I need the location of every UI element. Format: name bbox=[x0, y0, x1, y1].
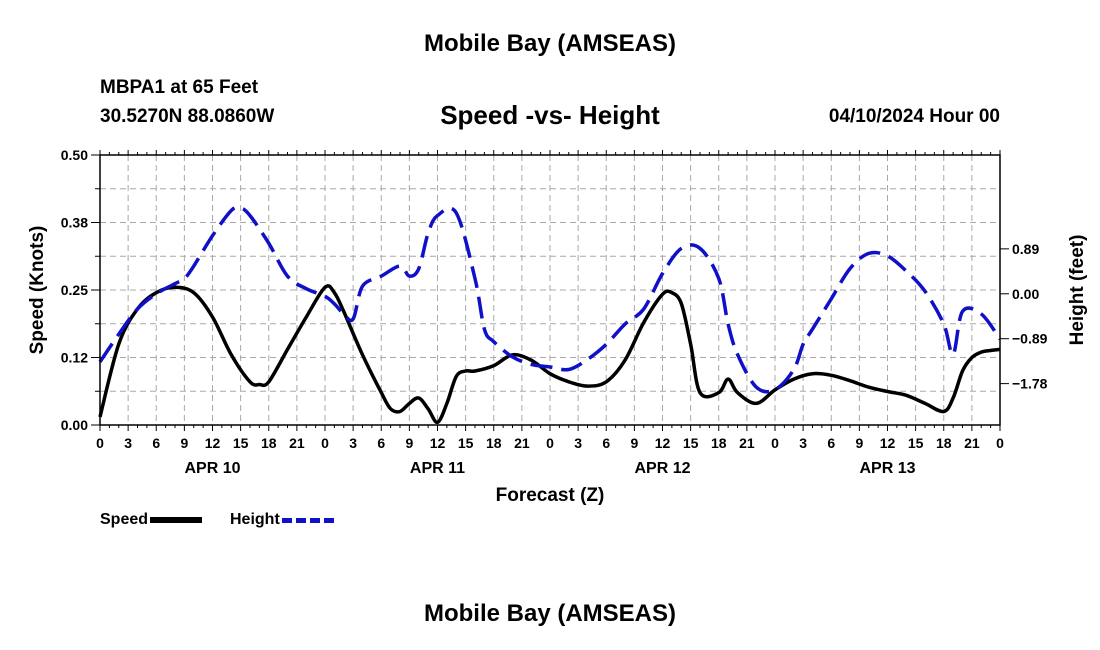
x-tick-label: 15 bbox=[233, 435, 249, 451]
legend-height-swatch bbox=[281, 517, 334, 523]
chart-subtitle: Speed -vs- Height bbox=[440, 100, 660, 130]
axes: 0 3 6 9 12 15 18 21 0 3 6 9 12 15 18 21 0 3 6 9 12 15 18 21 0 3 6 9… bbox=[61, 147, 1048, 477]
y-tick-label: 0.38 bbox=[61, 215, 88, 231]
x-tick-label: 18 bbox=[711, 435, 727, 451]
x-tick-label: 12 bbox=[880, 435, 896, 451]
y2-tick-label: 0.00 bbox=[1012, 286, 1039, 302]
y2-tick-label: 0.89 bbox=[1012, 241, 1039, 257]
x-tick-label: 12 bbox=[430, 435, 446, 451]
y2-tick-label: −0.89 bbox=[1012, 331, 1048, 347]
x-tick-label: 0 bbox=[771, 435, 779, 451]
x-tick-label: 6 bbox=[377, 435, 385, 451]
x-tick-label: 6 bbox=[602, 435, 610, 451]
x-tick-label: 21 bbox=[289, 435, 305, 451]
x-tick-label: 9 bbox=[630, 435, 638, 451]
x-tick-label: 15 bbox=[908, 435, 924, 451]
x-tick-label: 18 bbox=[486, 435, 502, 451]
x-tick-label: 9 bbox=[855, 435, 863, 451]
x-tick-label: 0 bbox=[546, 435, 554, 451]
y2-axis-label: Height (feet) bbox=[1067, 235, 1088, 346]
x-tick-label: 3 bbox=[799, 435, 807, 451]
chart-main-title: Mobile Bay (AMSEAS) bbox=[423, 30, 677, 57]
x-tick-label: 21 bbox=[739, 435, 755, 451]
x-tick-label: 0 bbox=[96, 435, 104, 451]
x-day-label: APR 12 bbox=[634, 460, 690, 477]
x-tick-label: 0 bbox=[996, 435, 1004, 451]
y-tick-label: 0.25 bbox=[61, 282, 88, 298]
grid bbox=[100, 155, 1000, 425]
y-tick-label: 0.00 bbox=[61, 417, 88, 433]
y-tick-label: 0.50 bbox=[61, 147, 88, 163]
x-tick-label: 12 bbox=[205, 435, 221, 451]
series bbox=[98, 205, 1002, 425]
y-axis-label: Speed (Knots) bbox=[27, 226, 48, 355]
x-tick-label: 21 bbox=[514, 435, 530, 451]
x-tick-label: 15 bbox=[458, 435, 474, 451]
x-day-label: APR 13 bbox=[859, 460, 915, 477]
forecast-datetime: 04/10/2024 Hour 00 bbox=[828, 106, 1000, 127]
legend-height-label: Height bbox=[230, 511, 280, 528]
station-label: MBPA1 at 65 Feet bbox=[100, 77, 259, 98]
x-tick-label: 9 bbox=[405, 435, 413, 451]
x-tick-label: 12 bbox=[655, 435, 671, 451]
x-tick-label: 3 bbox=[124, 435, 132, 451]
x-tick-label: 15 bbox=[683, 435, 699, 451]
series-line-height bbox=[98, 205, 1002, 394]
x-tick-label: 18 bbox=[261, 435, 277, 451]
legend-height: Height bbox=[230, 509, 334, 531]
x-day-label: APR 11 bbox=[410, 460, 465, 477]
x-tick-label: 18 bbox=[936, 435, 952, 451]
y-tick-label: 0.12 bbox=[61, 350, 88, 366]
x-tick-label: 3 bbox=[349, 435, 357, 451]
legend-speed-swatch bbox=[150, 517, 203, 523]
legend-speed: Speed bbox=[100, 509, 203, 531]
footer-title: Mobile Bay (AMSEAS) bbox=[423, 600, 677, 627]
x-tick-label: 6 bbox=[827, 435, 835, 451]
y2-tick-label: −1.78 bbox=[1012, 376, 1048, 392]
legend-speed-label: Speed bbox=[100, 511, 149, 528]
x-tick-label: 9 bbox=[180, 435, 188, 451]
x-day-label: APR 10 bbox=[184, 460, 240, 477]
station-coordinates: 30.5270N 88.0860W bbox=[100, 106, 275, 127]
x-tick-label: 21 bbox=[964, 435, 980, 451]
x-tick-label: 3 bbox=[574, 435, 582, 451]
x-axis-label: Forecast (Z) bbox=[496, 485, 605, 506]
x-tick-label: 0 bbox=[321, 435, 329, 451]
x-tick-label: 6 bbox=[152, 435, 160, 451]
